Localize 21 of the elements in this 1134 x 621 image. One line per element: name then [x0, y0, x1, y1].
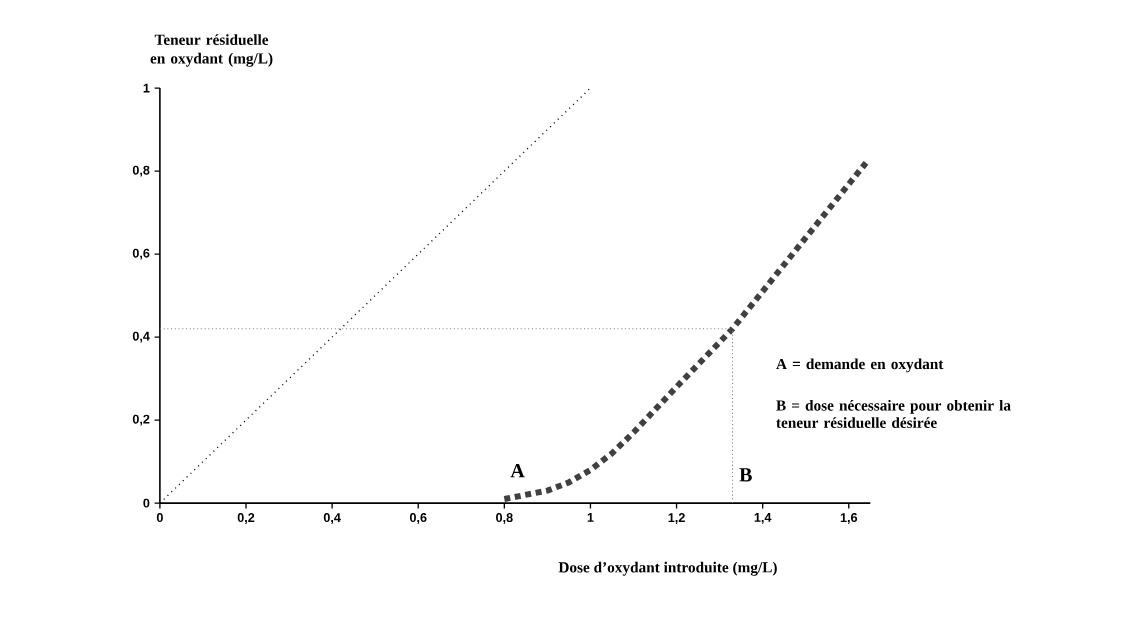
annotation: B = dose nécessaire pour obtenir la teneur résiduelle désirée	[776, 399, 1011, 428]
annotation: A	[510, 464, 525, 478]
y-tick-label: 0,8	[132, 165, 150, 177]
x-tick-label: 1	[587, 513, 594, 522]
x-axis-title: Dose d’oxydant introduite (mg/L)	[558, 561, 777, 576]
y-tick-label: 0,4	[132, 331, 150, 343]
x-tick-label: 0,4	[323, 513, 341, 524]
annotation: A = demande en oxydant	[776, 358, 944, 373]
y-tick-label: 0,6	[132, 248, 150, 260]
x-tick-label: 0,2	[237, 513, 255, 524]
y-tick-label: 0,2	[132, 414, 150, 426]
y-axis-title: Teneur résiduelle en oxydant (mg/L)	[150, 34, 273, 67]
x-tick-label: 1,2	[668, 513, 685, 524]
y-tick-label: 0	[143, 498, 150, 508]
x-tick-label: 1,6	[840, 513, 858, 524]
annotation: B	[739, 468, 752, 482]
x-tick-label: 0	[156, 513, 163, 523]
x-tick-label: 0,6	[409, 513, 427, 524]
y-tick-label: 1	[143, 83, 150, 93]
x-tick-label: 0,8	[496, 513, 513, 524]
x-tick-label: 1,4	[754, 513, 772, 524]
